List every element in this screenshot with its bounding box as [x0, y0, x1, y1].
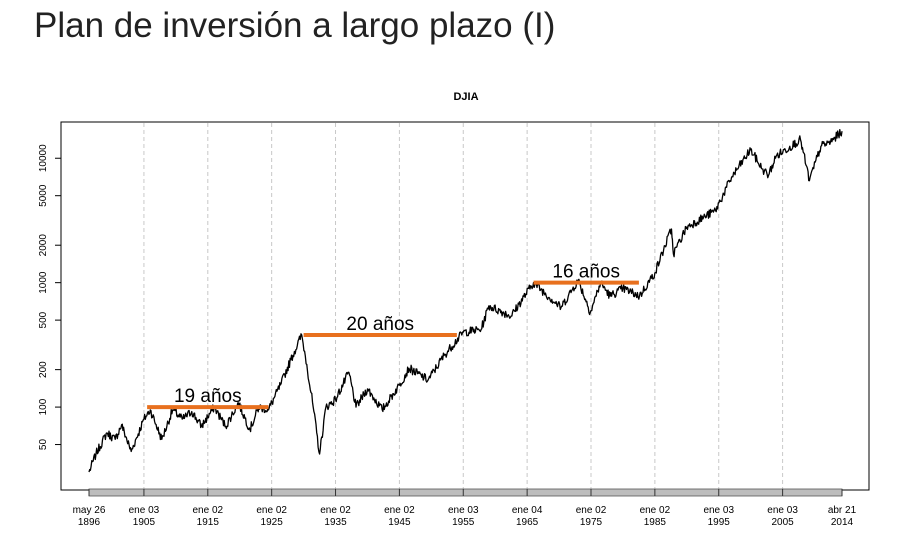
x-tick-label-line1: ene 02: [640, 505, 671, 516]
x-tick-label-line1: ene 04: [512, 505, 543, 516]
x-axis-bar: [88, 488, 843, 497]
plot-frame: [60, 121, 870, 491]
annotations: 19 años 20 años 16 años: [147, 262, 639, 410]
x-tick-label-line2: 1965: [516, 517, 539, 528]
x-tick-label-line1: abr 21: [828, 505, 857, 516]
x-tick-label-line1: ene 02: [256, 505, 287, 516]
djia-series-line: [88, 128, 843, 473]
x-tick-label-line1: ene 02: [384, 505, 415, 516]
series-layer: [88, 128, 843, 473]
x-tick-label-line2: 1955: [452, 517, 475, 528]
x-tick-label-line1: ene 03: [703, 505, 734, 516]
x-tick-label-line2: 1995: [708, 517, 731, 528]
y-tick-label: 500: [38, 311, 49, 328]
x-tick-label-line2: 1896: [78, 517, 101, 528]
x-tick-label-line2: 2005: [771, 517, 794, 528]
x-tick-label-line2: 1915: [197, 517, 220, 528]
y-axis: 50 100 200 500 1000 2000 5000 10000: [38, 144, 61, 450]
x-tick-label-line2: 1905: [133, 517, 156, 528]
x-tick-label-line1: ene 03: [129, 505, 160, 516]
x-tick-label-line1: may 26: [73, 505, 106, 516]
y-tick-label: 5000: [38, 184, 49, 207]
x-tick-label-line2: 1985: [644, 517, 667, 528]
y-tick-label: 200: [38, 361, 49, 378]
grid-lines: [143, 123, 784, 489]
x-tick-label-line2: 1925: [261, 517, 284, 528]
x-tick-label-line1: ene 03: [767, 505, 798, 516]
y-tick-label: 100: [38, 398, 49, 415]
slide-title: Plan de inversión a largo plazo (I): [34, 6, 556, 45]
x-tick-label-line2: 2014: [831, 517, 854, 528]
annotation-label: 19 años: [174, 386, 242, 407]
annotation-label: 20 años: [346, 314, 414, 335]
x-tick-label-line1: ene 02: [320, 505, 351, 516]
x-tick-label-line1: ene 02: [576, 505, 607, 516]
chart-title: DJIA: [453, 91, 478, 103]
x-tick-label-line1: ene 02: [192, 505, 223, 516]
x-tick-label-line2: 1975: [580, 517, 603, 528]
y-tick-label: 50: [38, 439, 49, 451]
x-tick-label-line2: 1945: [388, 517, 411, 528]
y-tick-label: 10000: [38, 144, 49, 172]
y-tick-label: 1000: [38, 271, 49, 294]
x-tick-label-line2: 1935: [324, 517, 347, 528]
annotation-label: 16 años: [552, 262, 620, 283]
x-tick-label-line1: ene 03: [448, 505, 479, 516]
y-tick-label: 2000: [38, 234, 49, 257]
